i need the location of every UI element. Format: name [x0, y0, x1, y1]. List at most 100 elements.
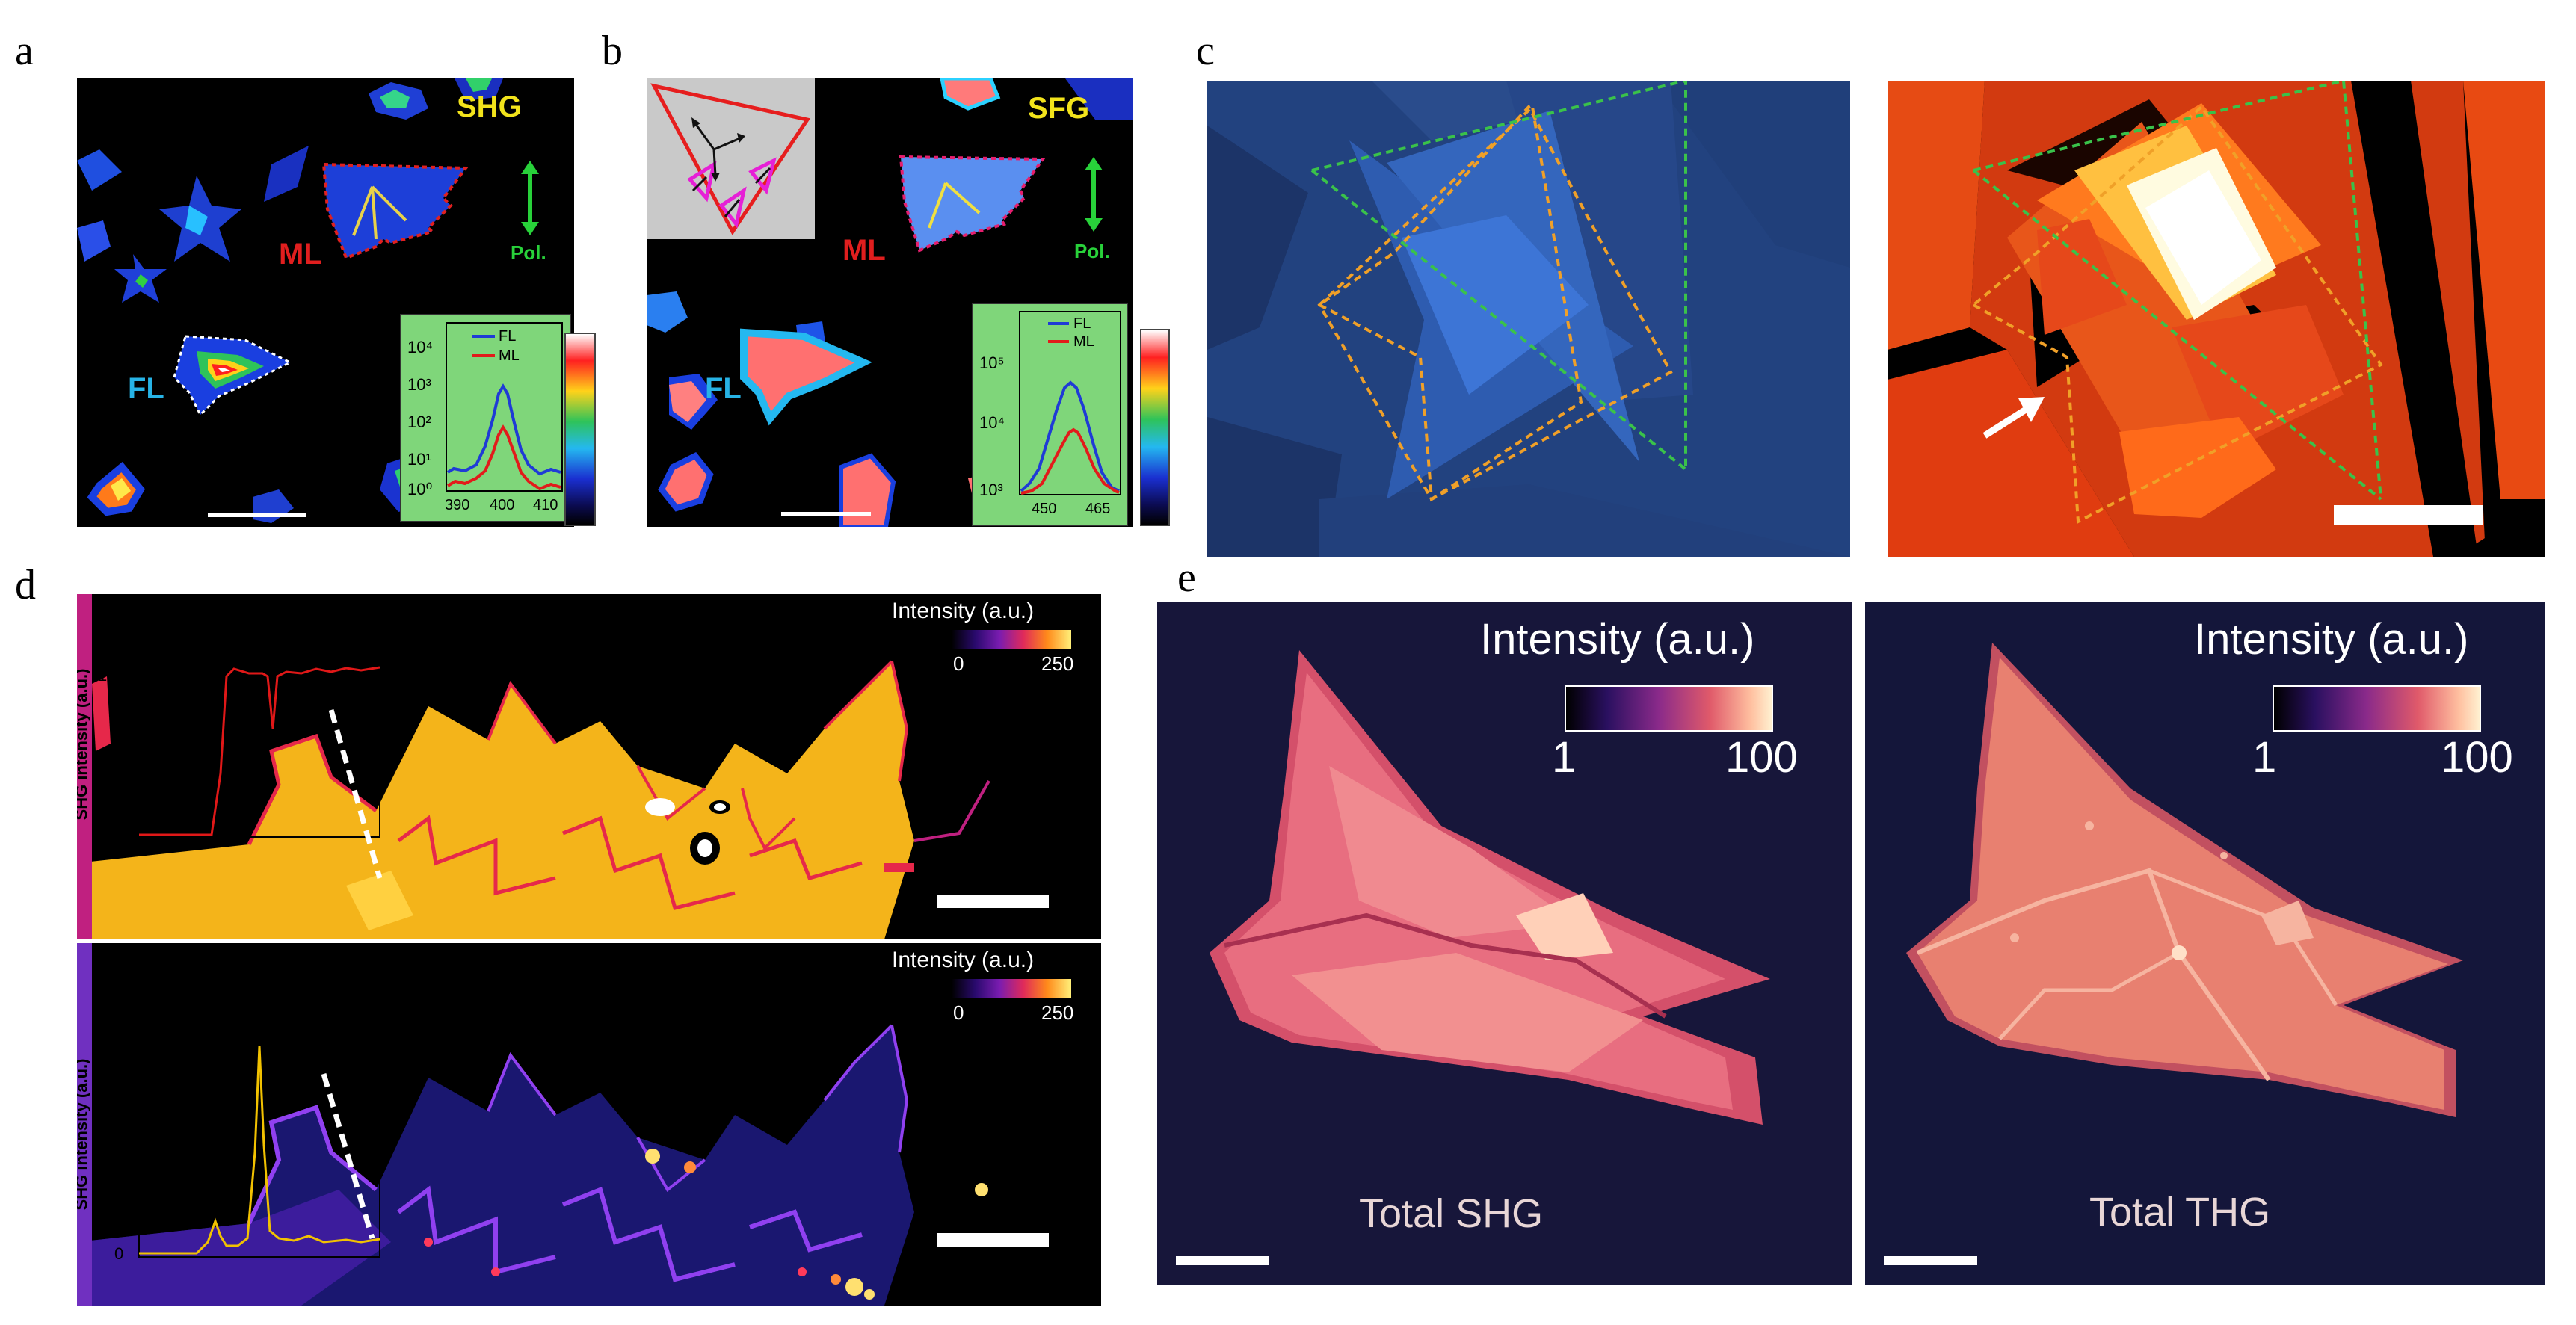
panel-d-bottom-ytick-0: 15 — [105, 1020, 124, 1039]
panel-c-scale-bar — [2334, 505, 2483, 525]
panel-d-top-profile-drawing — [138, 622, 383, 879]
panel-a-inset-legend-ml: ML — [499, 348, 520, 364]
panel-e-right-cbar-max: 100 — [2441, 733, 2513, 782]
panel-b-flakes — [647, 78, 1133, 527]
panel-c-arrow-icon — [1982, 397, 2045, 439]
panel-e-right-cbar-title: Intensity (a.u.) — [2194, 615, 2469, 664]
panel-d-bottom-profile-drawing — [138, 971, 380, 1258]
panel-b-inset-ytick-1: 10⁴ — [979, 413, 1005, 432]
panel-d-top-xtick-3: 15 — [370, 604, 389, 623]
panel-d-top-xlabel: χ(μm) — [227, 594, 280, 614]
panel-d-top-profile-plot: χ(μm) 0 5 10 15 1.0 0.5 0.0 SHG intensit… — [77, 594, 391, 939]
panel-d-top-scale-bar — [937, 895, 1049, 908]
panel-e-left-flake — [1210, 650, 1770, 1125]
panel-b-inset-xtick-1: 465 — [1085, 501, 1111, 517]
panel-e-right-thg-image: Intensity (a.u.) 1 100 Total THG — [1865, 602, 2545, 1285]
panel-d-top-ylabel: SHG intensity (a.u.) — [77, 668, 91, 821]
panel-d-top-ytick-1: 0.5 — [98, 748, 121, 767]
panel-d-bottom-xtick-3: 15 — [370, 953, 389, 972]
panel-a-colorbar — [564, 333, 596, 526]
panel-b-title: SFG — [1028, 92, 1090, 125]
panel-a-title: SHG — [457, 90, 522, 123]
panel-d-top-flakes — [77, 594, 990, 939]
panel-d-top-ytick-2: 0.0 — [98, 826, 121, 844]
panel-c-shg-image — [1888, 81, 2545, 557]
panel-a-pol-label: Pol. — [511, 241, 546, 264]
panel-a-ml-label: ML — [279, 238, 322, 271]
panel-label-d: d — [15, 562, 36, 608]
panel-b-inset-xtick-0: 450 — [1032, 501, 1057, 517]
panel-d-top-cbar-max: 250 — [1041, 652, 1074, 675]
panel-d-bottom-colorbar — [952, 979, 1071, 998]
panel-b-inset-ytick-0: 10⁵ — [979, 353, 1005, 372]
panel-e-left-cbar-min: 1 — [1552, 733, 1577, 782]
panel-b-schematic-drawing — [650, 83, 811, 235]
panel-b-inset: FL ML 10⁵ 10⁴ 10³ 450 465 — [972, 303, 1128, 526]
panel-b-scale-bar — [781, 512, 871, 516]
panel-b-inset-legend-fl: FL — [1073, 315, 1091, 332]
panel-d-bottom-image: χ(μm) 0 5 10 15 15 10 5 0 SHG intensity … — [77, 943, 1101, 1306]
panel-d-top-xtick-0: 0 — [134, 604, 144, 623]
panel-d-bottom-ytick-3: 0 — [114, 1244, 124, 1263]
panel-d-top-cbar-min: 0 — [953, 652, 964, 675]
panel-a-scale-bar — [208, 513, 306, 517]
panel-e-right-scale-bar — [1884, 1256, 1977, 1265]
panel-a-inset-ytick-1: 10³ — [407, 375, 431, 394]
panel-e-left-shg-image: Intensity (a.u.) 1 100 Total SHG — [1157, 602, 1852, 1285]
panel-a-inset-ytick-2: 10² — [407, 413, 431, 431]
panel-b-fl-label: FL — [705, 372, 742, 405]
panel-d-bottom-scale-bar — [937, 1233, 1049, 1247]
panel-e-right-colorbar — [2273, 685, 2481, 732]
panel-d-bottom-flakes — [77, 943, 988, 1306]
panel-d-bottom-ylabel: SHG intensity (a.u.) — [77, 1058, 91, 1211]
panel-b-ml-label: ML — [842, 234, 886, 267]
panel-b-sfg-image: SFG ML FL Pol. FL ML 10⁵ 10⁴ 10³ 450 465 — [647, 78, 1133, 527]
panel-d-top-cbar-title: Intensity (a.u.) — [892, 599, 1035, 623]
panel-d-top-xtick-2: 10 — [289, 604, 308, 623]
panel-d-bottom-xtick-1: 5 — [214, 953, 224, 972]
panel-label-b: b — [602, 28, 623, 74]
panel-a-inset: FL ML 10⁴ 10³ 10² 10¹ 10⁰ 390 400 410 — [400, 314, 571, 522]
panel-d-top-ytick-0: 1.0 — [98, 666, 121, 685]
panel-a-shg-image: SHG ML FL Pol. FL ML 10⁴ 10³ 10² 10¹ 10⁰… — [77, 78, 574, 527]
panel-b-pol-label: Pol. — [1074, 240, 1110, 262]
panel-a-inset-ytick-3: 10¹ — [407, 450, 431, 469]
panel-d-bottom-ytick-2: 5 — [114, 1171, 124, 1190]
panel-a-inset-ytick-4: 10⁰ — [407, 480, 433, 498]
panel-b-polarization-schematic — [647, 78, 815, 239]
panel-d-bottom-xlabel: χ(μm) — [227, 943, 280, 963]
panel-e-left-cbar-max: 100 — [1725, 733, 1798, 782]
panel-d-top-colorbar — [952, 630, 1071, 649]
panel-d-bottom-cbar-title: Intensity (a.u.) — [892, 948, 1035, 972]
panel-d-bottom-ytick-1: 10 — [105, 1096, 124, 1115]
panel-e-left-caption: Total SHG — [1359, 1191, 1544, 1236]
panel-a-fl-label: FL — [128, 372, 164, 405]
panel-e-right-caption: Total THG — [2089, 1190, 2271, 1235]
panel-label-a: a — [15, 28, 34, 74]
panel-a-inset-xtick-0: 390 — [445, 497, 470, 513]
panel-d-bottom-profile-plot: χ(μm) 0 5 10 15 15 10 5 0 SHG intensity … — [77, 943, 391, 1306]
panel-d-bottom-xtick-2: 10 — [289, 953, 308, 972]
panel-b-inset-legend-ml: ML — [1073, 333, 1094, 350]
panel-d-bottom-cbar-max: 250 — [1041, 1001, 1074, 1024]
panel-a-inset-ytick-0: 10⁴ — [407, 338, 433, 356]
panel-a-inset-legend-fl: FL — [499, 328, 517, 345]
panel-d-top-xtick-1: 5 — [214, 604, 224, 623]
panel-c-right-drawing — [1888, 81, 2545, 557]
panel-b-inset-ytick-2: 10³ — [979, 481, 1003, 499]
panel-c-optical-image — [1207, 81, 1850, 557]
panel-label-c: c — [1196, 28, 1215, 74]
panel-e-left-cbar-title: Intensity (a.u.) — [1480, 615, 1755, 664]
panel-d-bottom-xtick-0: 0 — [134, 953, 144, 972]
panel-a-pol-arrow — [521, 161, 539, 235]
panel-e-left-scale-bar — [1176, 1256, 1269, 1265]
panel-b-colorbar — [1140, 329, 1170, 526]
panel-b-pol-arrow — [1085, 157, 1103, 232]
panel-e-right-cbar-min: 1 — [2252, 733, 2277, 782]
panel-a-inset-xtick-2: 410 — [533, 497, 558, 513]
panel-b-inset-plot — [1019, 311, 1121, 495]
panel-a-inset-plot — [446, 322, 563, 492]
panel-d-top-image: χ(μm) 0 5 10 15 1.0 0.5 0.0 SHG intensit… — [77, 594, 1101, 939]
panel-a-inset-xtick-1: 400 — [490, 497, 515, 513]
panel-d-bottom-cbar-min: 0 — [953, 1001, 964, 1024]
